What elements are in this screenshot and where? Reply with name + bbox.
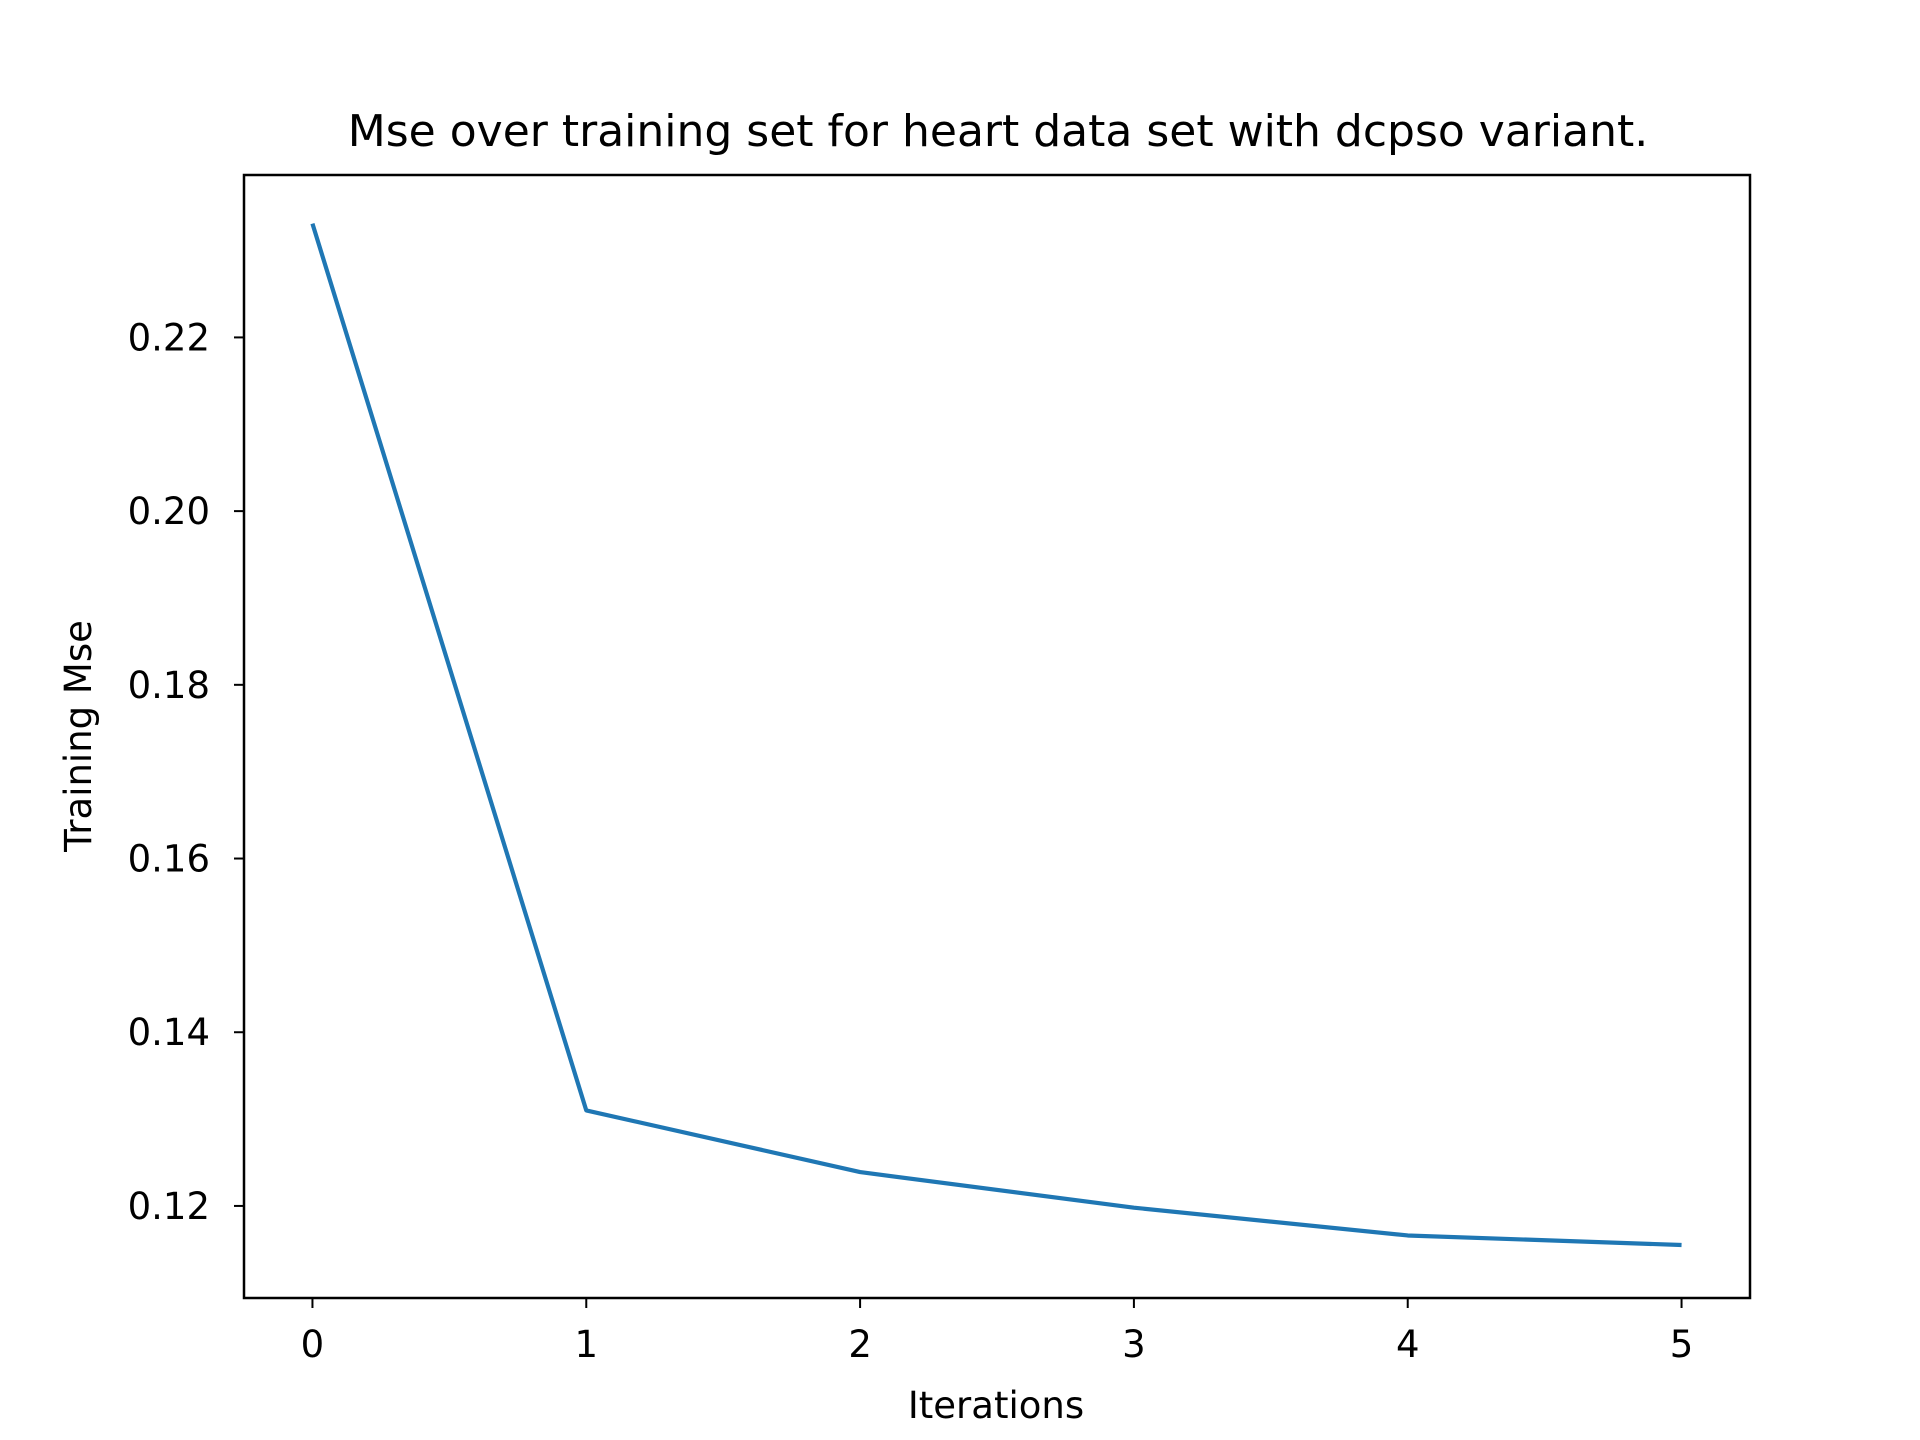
x-axis-ticks: 0 1 2 3 4 5	[301, 1298, 1694, 1366]
x-tick-label-1: 1	[574, 1323, 598, 1366]
y-tick-label-4: 0.20	[128, 490, 210, 533]
y-tick-label-0: 0.12	[128, 1185, 210, 1228]
x-tick-label-4: 4	[1396, 1323, 1420, 1366]
plot-area-frame	[242, 173, 1752, 1300]
x-tick-label-2: 2	[848, 1323, 872, 1366]
chart-title: Mse over training set for heart data set…	[348, 106, 1648, 157]
y-axis-label: Training Mse	[57, 620, 100, 853]
y-tick-label-3: 0.18	[128, 664, 210, 707]
x-tick-label-5: 5	[1670, 1323, 1694, 1366]
y-axis-ticks: 0.12 0.14 0.16 0.18 0.20 0.22	[128, 316, 244, 1228]
series-layer	[310, 223, 1682, 1248]
x-tick-label-0: 0	[301, 1323, 325, 1366]
y-tick-label-5: 0.22	[128, 316, 210, 359]
x-axis-label: Iterations	[908, 1384, 1084, 1427]
y-tick-label-1: 0.14	[128, 1011, 210, 1054]
x-tick-label-3: 3	[1122, 1323, 1146, 1366]
y-tick-label-2: 0.16	[128, 838, 210, 881]
series-line-0	[310, 223, 1682, 1248]
